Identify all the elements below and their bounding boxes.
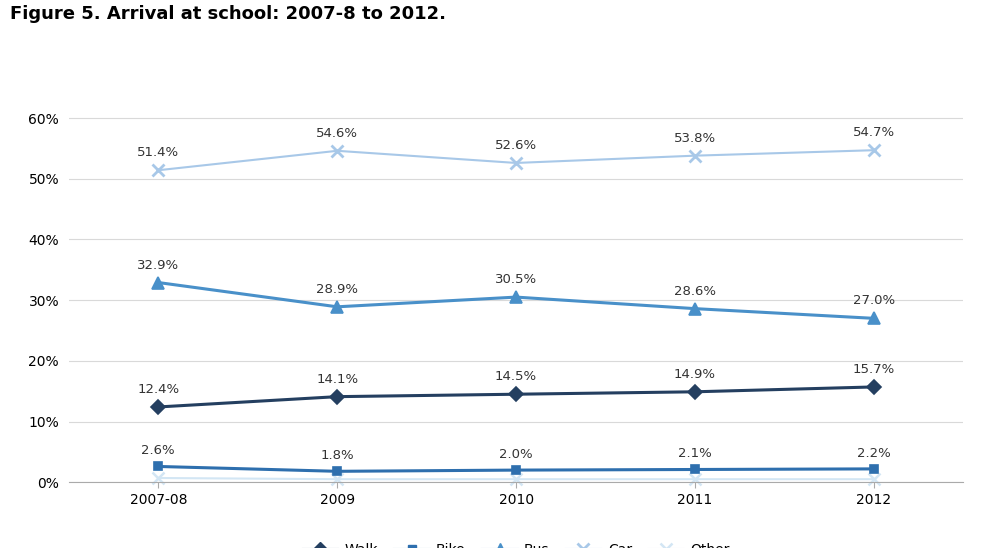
Text: 54.6%: 54.6% [317, 127, 358, 140]
Text: 14.1%: 14.1% [317, 373, 358, 386]
Text: 0.7%: 0.7% [0, 547, 1, 548]
Text: Figure 5. Arrival at school: 2007-8 to 2012.: Figure 5. Arrival at school: 2007-8 to 2… [10, 5, 446, 24]
Text: 14.5%: 14.5% [495, 370, 537, 383]
Text: 2.6%: 2.6% [142, 444, 175, 458]
Text: 32.9%: 32.9% [138, 259, 179, 272]
Text: 1.8%: 1.8% [320, 449, 354, 462]
Text: 28.9%: 28.9% [317, 283, 358, 296]
Text: 2.2%: 2.2% [857, 447, 891, 460]
Text: 2.0%: 2.0% [499, 448, 533, 461]
Legend: Walk, Bike, Bus, Car, Other: Walk, Bike, Bus, Car, Other [297, 537, 735, 548]
Text: 14.9%: 14.9% [674, 368, 716, 381]
Text: 0.5%: 0.5% [0, 547, 1, 548]
Text: 2.1%: 2.1% [678, 447, 712, 460]
Text: 28.6%: 28.6% [674, 285, 716, 298]
Text: 51.4%: 51.4% [138, 146, 179, 159]
Text: 30.5%: 30.5% [495, 273, 537, 286]
Text: 53.8%: 53.8% [674, 132, 716, 145]
Text: 12.4%: 12.4% [138, 383, 179, 396]
Text: 54.7%: 54.7% [853, 126, 895, 139]
Text: 52.6%: 52.6% [495, 139, 537, 152]
Text: 15.7%: 15.7% [853, 363, 895, 376]
Text: 0.5%: 0.5% [0, 547, 1, 548]
Text: 27.0%: 27.0% [853, 294, 895, 307]
Text: 0.5%: 0.5% [0, 547, 1, 548]
Text: 0.5%: 0.5% [0, 547, 1, 548]
